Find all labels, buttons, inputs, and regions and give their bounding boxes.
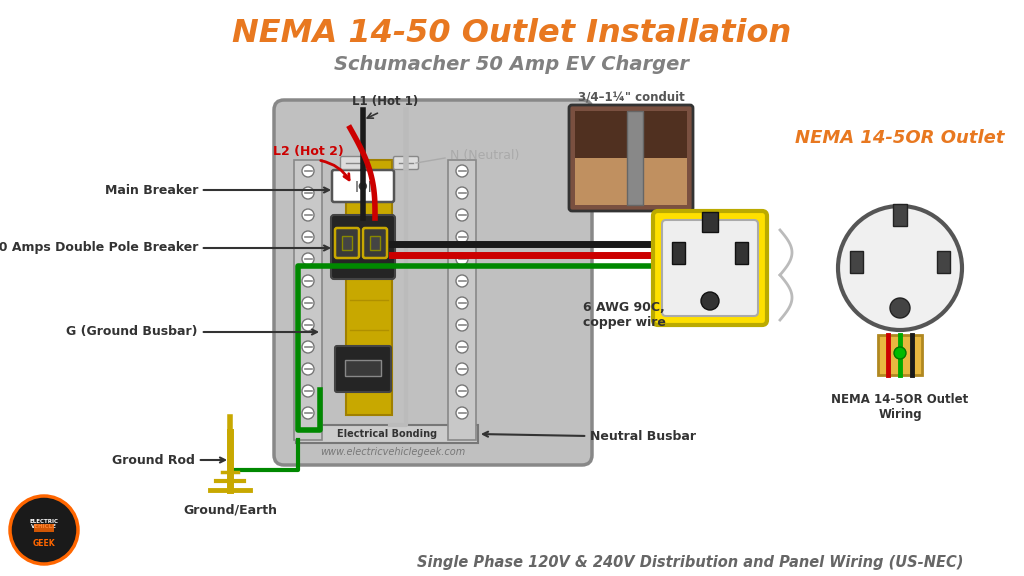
Text: Schumacher 50 Amp EV Charger: Schumacher 50 Amp EV Charger <box>335 55 689 74</box>
Text: NEMA 14-5OR Outlet: NEMA 14-5OR Outlet <box>796 129 1005 147</box>
Bar <box>702 212 718 232</box>
Text: 3/4–1¼" conduit: 3/4–1¼" conduit <box>578 90 684 103</box>
Circle shape <box>302 319 314 331</box>
FancyBboxPatch shape <box>331 215 395 279</box>
Bar <box>575 158 687 205</box>
Circle shape <box>302 231 314 243</box>
Circle shape <box>456 165 468 177</box>
FancyBboxPatch shape <box>341 157 366 169</box>
Text: L1 (Hot 1): L1 (Hot 1) <box>352 95 418 108</box>
Bar <box>627 111 643 205</box>
FancyBboxPatch shape <box>362 228 387 258</box>
Circle shape <box>302 341 314 353</box>
Circle shape <box>302 187 314 199</box>
Circle shape <box>456 275 468 287</box>
Circle shape <box>701 292 719 310</box>
Circle shape <box>456 187 468 199</box>
FancyBboxPatch shape <box>335 228 359 258</box>
Bar <box>346 160 392 415</box>
Bar <box>370 236 380 250</box>
Circle shape <box>456 297 468 309</box>
Text: NEMA 14-50 Outlet Installation: NEMA 14-50 Outlet Installation <box>232 17 792 48</box>
FancyBboxPatch shape <box>662 220 758 316</box>
Bar <box>575 111 687 158</box>
Bar <box>850 251 863 273</box>
Text: GEEK: GEEK <box>33 540 55 548</box>
Circle shape <box>456 319 468 331</box>
FancyBboxPatch shape <box>335 346 391 392</box>
Circle shape <box>302 385 314 397</box>
Text: Neutral Busbar: Neutral Busbar <box>483 430 696 444</box>
FancyBboxPatch shape <box>569 105 693 211</box>
Text: Single Phase 120V & 240V Distribution and Panel Wiring (US-NEC): Single Phase 120V & 240V Distribution an… <box>417 555 964 570</box>
Text: Main Breaker: Main Breaker <box>104 184 329 196</box>
Circle shape <box>456 231 468 243</box>
Text: NEMA 14-5OR Outlet
Wiring: NEMA 14-5OR Outlet Wiring <box>831 393 969 421</box>
Text: www.electricvehiclegeek.com: www.electricvehiclegeek.com <box>321 447 466 457</box>
Circle shape <box>890 298 910 318</box>
Bar <box>449 160 476 440</box>
Text: Ground/Earth: Ground/Earth <box>183 503 278 517</box>
Circle shape <box>302 165 314 177</box>
Circle shape <box>302 407 314 419</box>
Bar <box>34 524 54 532</box>
Text: G (Ground Busbar): G (Ground Busbar) <box>67 325 316 339</box>
Text: Ground Rod: Ground Rod <box>112 453 225 467</box>
Text: N (Neutral): N (Neutral) <box>450 149 519 161</box>
Circle shape <box>302 253 314 265</box>
Circle shape <box>456 341 468 353</box>
Bar <box>296 425 478 443</box>
Text: ELECTRIC
VEHICLE: ELECTRIC VEHICLE <box>30 518 58 529</box>
Circle shape <box>456 385 468 397</box>
Bar <box>735 242 748 264</box>
Bar <box>345 360 381 376</box>
Circle shape <box>894 347 906 359</box>
Bar <box>937 251 950 273</box>
Bar <box>342 236 352 250</box>
Circle shape <box>838 206 962 330</box>
Bar <box>878 335 922 375</box>
Circle shape <box>456 209 468 221</box>
FancyBboxPatch shape <box>393 157 419 169</box>
Circle shape <box>456 363 468 375</box>
Circle shape <box>302 363 314 375</box>
Text: 6 AWG 90C,
copper wire: 6 AWG 90C, copper wire <box>583 301 666 329</box>
Circle shape <box>302 209 314 221</box>
Circle shape <box>456 253 468 265</box>
Text: Electrical Bonding: Electrical Bonding <box>337 429 437 439</box>
FancyBboxPatch shape <box>653 211 767 325</box>
Text: |●|: |●| <box>354 180 372 191</box>
Text: 50 Amps Double Pole Breaker: 50 Amps Double Pole Breaker <box>0 241 329 255</box>
FancyBboxPatch shape <box>274 100 592 465</box>
Circle shape <box>302 275 314 287</box>
Circle shape <box>456 407 468 419</box>
Bar <box>294 160 322 440</box>
Bar <box>672 242 685 264</box>
Bar <box>893 204 907 226</box>
Circle shape <box>10 496 78 564</box>
Text: L2 (Hot 2): L2 (Hot 2) <box>272 146 343 158</box>
FancyBboxPatch shape <box>332 170 394 202</box>
Circle shape <box>302 297 314 309</box>
